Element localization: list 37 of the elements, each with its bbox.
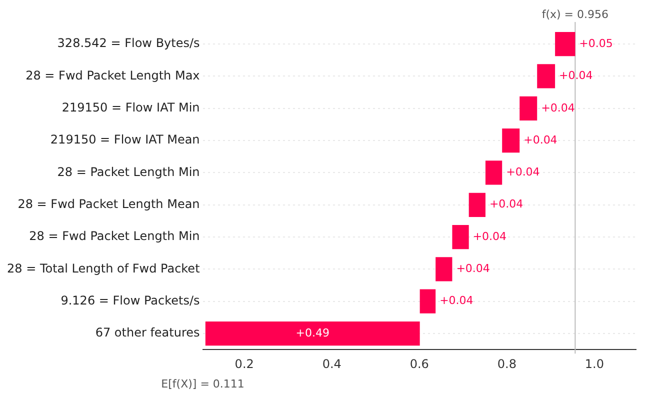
y-tick-label: 28 = Total Length of Fwd Packet	[6, 261, 200, 276]
x-tick-label: 0.2	[234, 356, 254, 371]
data-label: +0.04	[506, 166, 540, 179]
data-label: +0.04	[559, 69, 593, 82]
bar	[555, 32, 576, 56]
bar	[520, 96, 538, 120]
x-tick-label: 0.8	[497, 356, 516, 371]
y-tick-label: 28 = Fwd Packet Length Max	[26, 68, 200, 82]
x-tick-label: 0.6	[410, 356, 429, 371]
ref-line-label: f(x) = 0.956	[542, 8, 609, 21]
data-label: +0.04	[541, 101, 575, 114]
data-label: +0.04	[524, 133, 558, 146]
bar	[537, 64, 556, 88]
data-label: +0.04	[440, 294, 474, 308]
bar	[205, 321, 420, 346]
bar	[452, 224, 469, 250]
y-tick-label: 219150 = Flow IAT Mean	[50, 132, 200, 147]
x-tick-label: 0.4	[322, 356, 342, 371]
data-label: +0.05	[579, 36, 613, 50]
y-tick-label: 28 = Packet Length Min	[57, 164, 200, 179]
data-label: +0.04	[456, 262, 490, 276]
bar	[468, 192, 486, 217]
data-label: +0.49	[296, 326, 330, 340]
text: E[f(X)] = 0.111	[161, 378, 244, 391]
y-tick-label: 219150 = Flow IAT Min	[62, 100, 200, 115]
x-tick-label: 1.0	[584, 356, 604, 371]
data-label: +0.04	[472, 230, 507, 243]
y-tick-label: 67 other features	[95, 326, 200, 340]
y-tick-label: 28 = Fwd Packet Length Min	[29, 229, 200, 244]
bar	[436, 257, 452, 282]
bar	[502, 128, 520, 153]
data-label: +0.04	[489, 198, 524, 211]
bar	[420, 289, 436, 314]
y-tick-label: 328.542 = Flow Bytes/s	[57, 36, 200, 50]
bar	[485, 160, 502, 185]
y-tick-label: 9.126 = Flow Packets/s	[60, 293, 200, 308]
y-tick-label: 28 = Fwd Packet Length Mean	[18, 197, 200, 212]
